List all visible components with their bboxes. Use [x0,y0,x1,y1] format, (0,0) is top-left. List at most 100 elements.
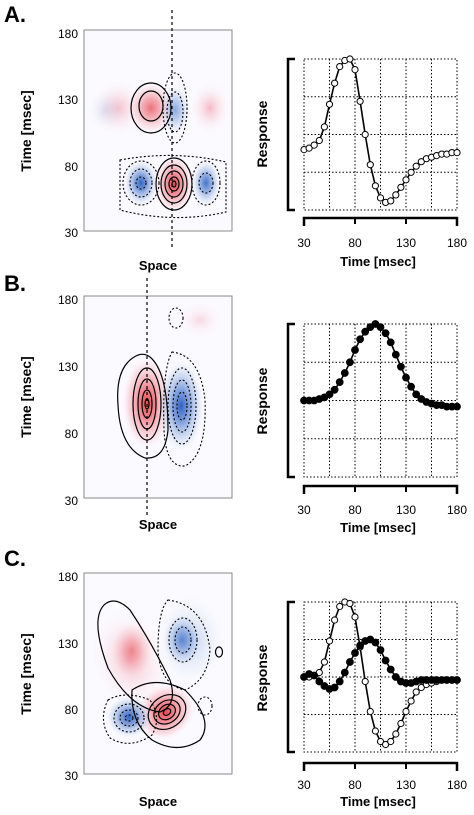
heatmap-a-haze-pos-right [188,80,232,136]
response-b-xtick: 80 [348,503,362,517]
response-c-data-point [351,613,359,621]
response-c-grid [303,601,458,753]
heatmap-a-blob-neg-left [123,159,159,207]
response-c-data-point [386,665,395,674]
response-c-data-point [325,637,334,645]
heatmap-b-ytick: 130 [58,360,78,374]
response-c-data-point [391,673,400,681]
heatmap-a-xlabel: Space [139,258,177,273]
response-c-data-point [356,641,365,650]
response-b-ylabel: Response [254,367,270,434]
heatmap-a-ytick: 30 [65,226,79,240]
response-c-data-point [331,616,339,624]
panel-b: B. [4,271,467,535]
heatmap-a-ytick: 80 [65,160,79,174]
response-b-data-point [335,378,344,387]
response-c-data-point [330,683,339,692]
response-a-data-point [325,100,334,108]
response-c-data-point [453,676,461,684]
response-a-xtick: 30 [297,236,311,250]
response-a-data-point [356,97,364,105]
response-c: Response 30 80 130 180 Time [msec] [254,598,467,809]
response-a-data-point [346,55,354,63]
heatmap-a-ytick: 180 [58,27,78,41]
response-b-data-point [330,385,339,394]
response-c-xtick: 80 [348,778,362,792]
response-a-data-point [351,66,359,74]
response-a-xlabel: Time [msec] [340,254,416,269]
response-b-data-point [391,350,400,359]
heatmap-a-ylabel: Time [msec] [18,90,34,171]
heatmap-c-ytick: 130 [58,637,78,651]
response-c-xlabel: Time [msec] [340,794,416,809]
heatmap-c-blob-neg-upper [162,612,202,668]
response-c-data-point [376,646,385,654]
response-c-data-point [310,671,319,680]
response-b-data-point [325,390,334,399]
heatmap-a-blob-neg-right [191,159,221,207]
response-b-data-point [381,329,390,338]
response-c-data-point [371,638,380,647]
response-c-data-point [382,740,390,749]
response-a-yaxis-bracket [286,57,295,212]
response-c-data-point [417,683,425,692]
response-b-data-point [361,327,370,336]
response-b-xlabel: Time [msec] [340,520,416,535]
response-c-data-point [315,677,324,686]
response-a-xtick: 180 [447,236,467,250]
response-b-yaxis-bracket [286,322,295,479]
response-c-xtick: 30 [297,778,311,792]
response-b-data-point [453,402,461,411]
heatmap-b-xlabel: Space [139,517,177,532]
response-b-data-point [351,346,359,354]
heatmap-b-blob-neg [157,358,205,454]
response-a-data-point [412,162,420,170]
response-c-data-point [320,658,328,666]
heatmap-c-blob-pos-upper [110,620,154,680]
response-a-data-point [320,123,328,131]
heatmap-c-ylabel: Time [msec] [18,633,34,714]
panel-letter-c: C. [4,546,26,571]
response-a-xaxis-bracket [302,216,459,226]
response-b-grid [303,323,458,478]
heatmap-b-haze-pos [175,300,225,340]
response-a-data-point [305,144,313,152]
response-a-data-point [331,79,339,87]
response-c-data-point [381,656,390,665]
response-a-data-point [407,168,415,176]
response-b-data-point [386,338,395,347]
panel-c: C. [4,546,467,809]
response-c-yaxis-bracket [286,600,295,754]
heatmap-b-ytick: 80 [65,427,79,441]
response-a-data-point [417,158,425,166]
response-b-data-point [340,369,349,377]
response-c-data-point [387,737,395,746]
heatmap-c: Time [msec] 180 130 80 30 Space [18,570,233,809]
response-b: Response 30 80 130 180 Time [msec] [254,320,467,535]
response-c-data-point [397,719,405,728]
response-b-data-point [412,390,421,399]
panel-letter-b: B. [4,271,26,296]
heatmap-a: Time [msec] 180 130 80 30 Space [18,10,233,273]
response-c-data-point [361,677,369,686]
response-b-series [300,320,461,411]
response-c-data-point [392,730,400,738]
panel-letter-a: A. [4,2,26,27]
response-b-data-point [402,373,410,382]
response-c-data-point [346,599,354,608]
heatmap-c-ytick: 80 [65,703,79,717]
response-a-data-point [397,183,405,191]
response-c-data-point [407,697,415,705]
response-c-xtick: 180 [447,778,467,792]
response-b-data-point [346,358,354,367]
response-a-data-point [371,182,379,190]
response-b-xtick: 130 [396,503,416,517]
response-a-data-point [387,197,395,205]
response-a-data-point [453,149,461,157]
heatmap-a-blob-pos-center [154,154,194,214]
heatmap-b: Time [msec] 180 130 80 30 Space [18,278,233,532]
response-a: Response 30 80 130 180 Time [msec] [254,55,467,269]
response-a-data-point [366,161,374,169]
response-a-data-point [361,130,369,139]
